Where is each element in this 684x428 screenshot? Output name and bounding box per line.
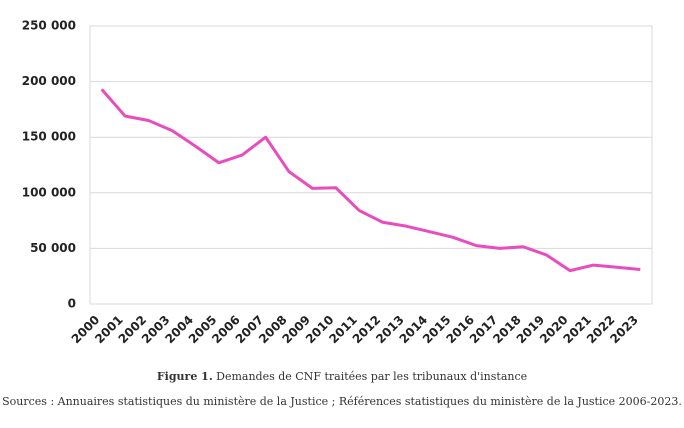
plot-frame xyxy=(89,25,653,305)
y-tick-label: 100 000 xyxy=(22,185,76,199)
y-tick-label: 50 000 xyxy=(30,241,76,255)
y-tick-label: 150 000 xyxy=(22,130,76,144)
line xyxy=(100,88,641,273)
caption-text: Demandes de CNF traitées par les tribuna… xyxy=(216,370,527,383)
caption-label: Figure 1. xyxy=(157,370,213,383)
y-tick-label: 250 000 xyxy=(22,19,76,33)
caption: Figure 1. Demandes de CNF traitées par l… xyxy=(157,370,527,383)
y-tick-label: 0 xyxy=(68,297,76,311)
source: Sources : Annuaires statistiques du mini… xyxy=(2,395,682,408)
y-tick-label: 200 000 xyxy=(22,74,76,88)
